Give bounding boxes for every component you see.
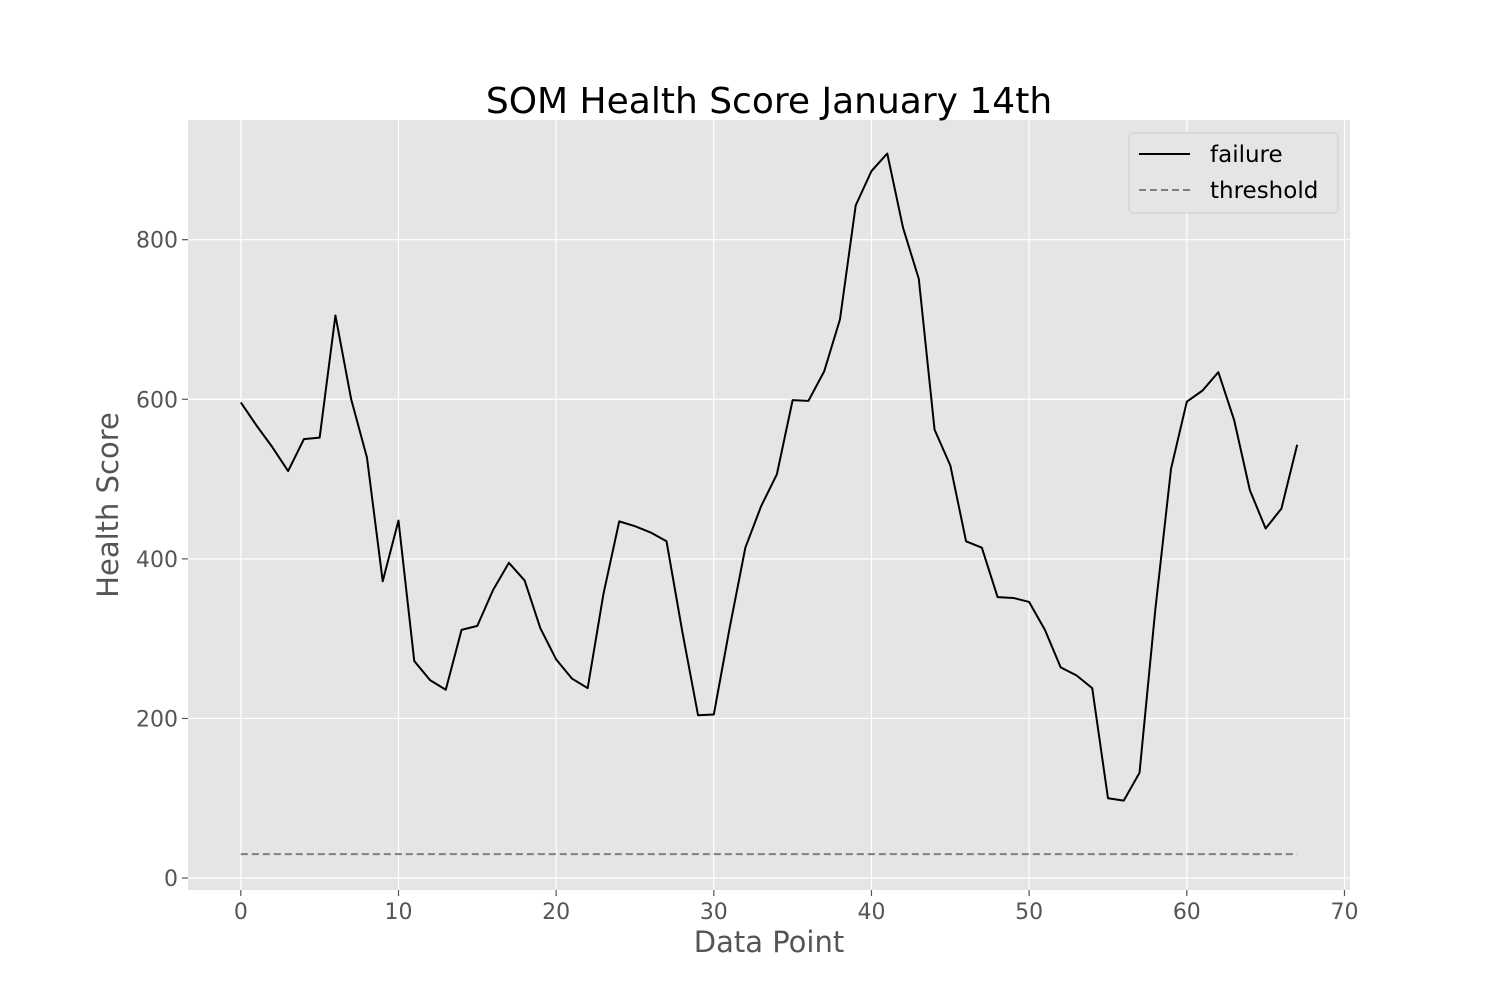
- series: [239, 152, 1299, 856]
- series-line-failure: [239, 152, 1299, 802]
- x-tick-label: 60: [1173, 900, 1201, 925]
- x-tick-label: 10: [384, 900, 412, 925]
- x-tick-label: 30: [700, 900, 728, 925]
- y-tick-label: 400: [136, 548, 178, 573]
- legend: failure threshold: [1128, 132, 1339, 214]
- plot-background: [188, 120, 1350, 890]
- y-tick-label: 800: [136, 229, 178, 254]
- x-tick-label: 70: [1330, 900, 1358, 925]
- x-axis-label: Data Point: [694, 925, 844, 959]
- y-tick-label: 0: [164, 867, 178, 892]
- x-tick-label: 50: [1015, 900, 1043, 925]
- y-tick-label: 600: [136, 388, 178, 413]
- y-axis-label: Health Score: [91, 412, 125, 598]
- x-tick-label: 20: [542, 900, 570, 925]
- chart-title: SOM Health Score January 14th: [486, 81, 1052, 122]
- y-tick-label: 200: [136, 707, 178, 732]
- tick-labels: 0 10 20 30 40 50 60 70 0 200 400 600 800: [136, 229, 1358, 925]
- legend-label-threshold: threshold: [1210, 178, 1318, 204]
- x-tick-label: 0: [234, 900, 248, 925]
- x-tick-label: 40: [857, 900, 885, 925]
- legend-label-failure: failure: [1210, 142, 1283, 168]
- grid: [188, 120, 1350, 890]
